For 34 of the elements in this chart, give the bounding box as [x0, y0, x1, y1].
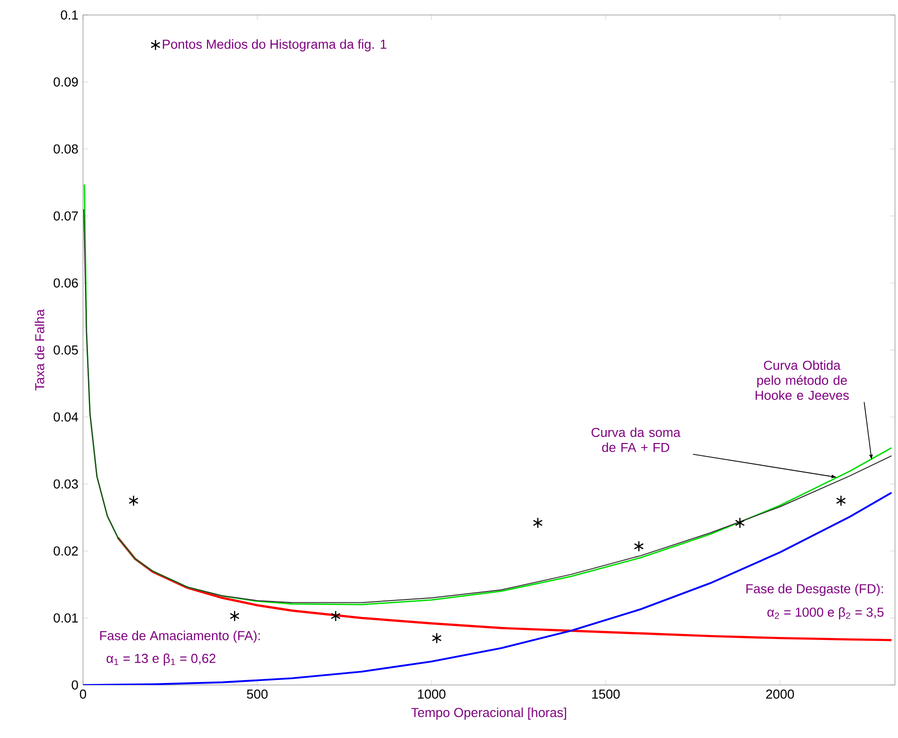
y-axis-title: Taxa de Falha [34, 309, 44, 391]
y-tick-label: 0.1 [60, 10, 78, 20]
line-series [83, 492, 892, 685]
y-tick-label: 0.02 [54, 546, 78, 556]
y-tick-label: 0.03 [54, 479, 78, 489]
y-tick-label: 0.05 [54, 345, 78, 355]
y-tick-label: 0.06 [54, 278, 78, 288]
annotation: Curva Obtida pelo método de Hooke e Jeeves [756, 360, 849, 400]
point [836, 495, 846, 506]
y-tick-label: 0.09 [54, 77, 78, 87]
annotation: Fase de Desgaste (FD): [746, 584, 883, 596]
x-tick-label: 1000 [418, 690, 446, 699]
point [734, 517, 745, 528]
x-tick-label: 1500 [592, 690, 620, 699]
annotation: Curva da soma de FA + FD [592, 427, 680, 452]
x-axis-title: Tempo Operacional [horas] [411, 708, 566, 720]
annotation: Fase de Amaciamento (FA): [100, 630, 260, 643]
point [432, 632, 442, 644]
y-tick-label: 0.08 [54, 144, 78, 154]
x-tick-label: 500 [246, 690, 268, 699]
x-tick-label: 2000 [766, 690, 794, 699]
point [230, 610, 240, 622]
point [128, 495, 138, 506]
point [330, 610, 341, 622]
annotation: α$_{2}$ = 1000 e β$_{2}$ = 3,5 [767, 607, 884, 620]
y-tick-label: 0 [72, 680, 78, 690]
y-tick-label: 0.07 [54, 211, 78, 221]
y-tick-label: 0.01 [54, 613, 78, 623]
annotation: α$_{1}$ = 13 e β$_{1}$ = 0,62 [106, 653, 216, 666]
y-tick-label: 0.04 [54, 412, 78, 422]
point [634, 540, 644, 552]
point [532, 517, 543, 528]
x-tick-label: 0 [80, 690, 86, 699]
legend-label: Pontos Medios do Histograma da fig. 1 [162, 39, 386, 52]
